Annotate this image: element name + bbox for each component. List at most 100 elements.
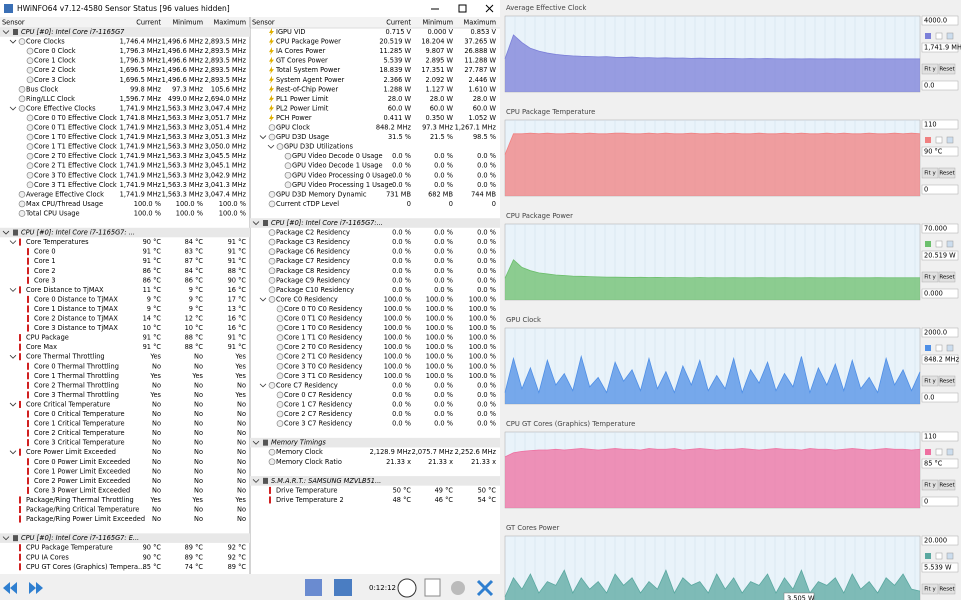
sensor-current: 21.33 x bbox=[386, 458, 411, 466]
sensor-icon bbox=[268, 200, 276, 208]
sensor-icon bbox=[26, 76, 34, 84]
config-button[interactable] bbox=[451, 581, 465, 595]
graph-button[interactable] bbox=[921, 479, 939, 491]
graph-button[interactable] bbox=[921, 583, 939, 595]
swatch-box[interactable] bbox=[935, 32, 943, 40]
sensor-name: Core 2 Thermal Throttling bbox=[34, 381, 119, 389]
graph-button[interactable] bbox=[938, 271, 956, 283]
graph-area bbox=[505, 259, 920, 300]
sensor-icon bbox=[276, 305, 284, 313]
expand-arrow[interactable] bbox=[267, 144, 275, 149]
sensor-icon bbox=[27, 467, 29, 475]
sensor-minimum: 100.0 % bbox=[176, 200, 203, 208]
expand-arrow[interactable] bbox=[9, 288, 17, 292]
sensor-current: 100.0 % bbox=[384, 353, 411, 361]
sensor-current: Yes bbox=[149, 353, 161, 361]
maximize-button[interactable] bbox=[458, 4, 467, 13]
sensor-icon bbox=[18, 86, 26, 93]
swatch-box[interactable] bbox=[946, 32, 954, 40]
current-value: 5.539 W bbox=[924, 564, 952, 572]
graph-button[interactable] bbox=[938, 479, 956, 491]
sensor-maximum: 3,047.4 MHz bbox=[205, 104, 247, 112]
expand-arrow[interactable] bbox=[252, 221, 260, 226]
sensor-minimum: 100.0 % bbox=[426, 343, 453, 351]
settings-button[interactable] bbox=[305, 579, 322, 596]
sensor-icon bbox=[269, 496, 271, 504]
graph-button[interactable] bbox=[921, 167, 939, 179]
sensor-maximum: 26.888 W bbox=[464, 47, 496, 55]
close-button[interactable] bbox=[485, 4, 494, 13]
scale-box bbox=[921, 288, 959, 299]
sensor-name: Core 0 Thermal Throttling bbox=[34, 362, 119, 370]
expand-arrow[interactable] bbox=[2, 230, 10, 235]
graph-button[interactable] bbox=[921, 375, 939, 387]
sensor-minimum: 1,563.3 MHz bbox=[162, 171, 204, 179]
graph-button[interactable] bbox=[938, 167, 956, 179]
expand-arrow[interactable] bbox=[9, 106, 17, 111]
sensor-maximum: 1,267.1 MHz bbox=[455, 124, 497, 132]
sensor-name: Memory Clock Ratio bbox=[276, 458, 342, 466]
graph-button[interactable] bbox=[921, 63, 939, 75]
sensor-icon bbox=[269, 486, 271, 494]
expand-arrow[interactable] bbox=[259, 135, 267, 140]
sensor-minimum: No bbox=[194, 477, 203, 485]
network-button[interactable] bbox=[334, 579, 352, 596]
graph-line bbox=[504, 448, 921, 458]
expand-arrow[interactable] bbox=[9, 354, 17, 359]
chip-icon bbox=[263, 220, 268, 226]
sensor-name: Core 1 T1 Effective Clock bbox=[34, 143, 117, 151]
swatch-box[interactable] bbox=[935, 136, 943, 144]
expand-arrow[interactable] bbox=[9, 39, 17, 44]
sensor-minimum: No bbox=[194, 410, 203, 418]
exit-button[interactable] bbox=[476, 579, 494, 597]
expand-arrow[interactable] bbox=[2, 30, 10, 35]
report-button[interactable] bbox=[424, 578, 441, 597]
expand-arrow[interactable] bbox=[2, 536, 10, 541]
expand-arrow[interactable] bbox=[9, 450, 17, 455]
graph-button[interactable] bbox=[938, 63, 956, 75]
swatch-box[interactable] bbox=[935, 240, 943, 248]
sensor-minimum: No bbox=[194, 515, 203, 523]
graph-button[interactable] bbox=[938, 583, 956, 595]
expand-arrow[interactable] bbox=[9, 240, 17, 245]
swatch-box[interactable] bbox=[946, 448, 954, 456]
sensor-icon bbox=[18, 38, 26, 45]
nav-left-button[interactable] bbox=[3, 582, 17, 594]
sensor-icon bbox=[19, 515, 21, 523]
sensor-minimum: 74 °C bbox=[185, 563, 204, 571]
swatch-box[interactable] bbox=[946, 240, 954, 248]
graph-button[interactable] bbox=[938, 375, 956, 387]
sensor-current: 11 °C bbox=[143, 286, 162, 294]
swatch-box[interactable] bbox=[935, 552, 943, 560]
swatch-box[interactable] bbox=[946, 552, 954, 560]
swatch-box[interactable] bbox=[935, 448, 943, 456]
sensor-maximum: 98.5 % bbox=[473, 133, 496, 141]
graph-button[interactable] bbox=[921, 271, 939, 283]
swatch-box[interactable] bbox=[946, 136, 954, 144]
sensor-current: 0.0 % bbox=[392, 410, 411, 418]
sensor-maximum: 3,045.1 MHz bbox=[205, 162, 247, 170]
expand-arrow[interactable] bbox=[252, 479, 260, 483]
sensor-icon bbox=[27, 248, 29, 256]
scale-box bbox=[921, 392, 959, 403]
scale-min: 0 bbox=[924, 498, 928, 506]
expand-arrow[interactable] bbox=[252, 440, 260, 445]
sensor-name: CPU Package Power bbox=[276, 38, 341, 46]
swatch-box[interactable] bbox=[946, 344, 954, 352]
value-box bbox=[921, 458, 959, 469]
sensor-icon bbox=[269, 85, 274, 94]
expand-arrow[interactable] bbox=[9, 402, 17, 407]
nav-right-button[interactable] bbox=[29, 582, 43, 594]
swatch-box[interactable] bbox=[935, 344, 943, 352]
color-swatch bbox=[925, 553, 931, 559]
sensor-minimum: No bbox=[194, 448, 203, 456]
sensor-icon bbox=[18, 95, 26, 103]
expand-arrow[interactable] bbox=[259, 383, 267, 388]
sensor-minimum: Yes bbox=[191, 372, 203, 380]
clock-button[interactable] bbox=[397, 578, 417, 598]
expand-arrow[interactable] bbox=[259, 297, 267, 302]
sensor-maximum: No bbox=[237, 381, 246, 389]
sensor-current: 0.715 V bbox=[386, 28, 412, 36]
sensor-maximum: 0.0 % bbox=[477, 248, 496, 256]
sensor-maximum: 100.0 % bbox=[469, 295, 496, 303]
